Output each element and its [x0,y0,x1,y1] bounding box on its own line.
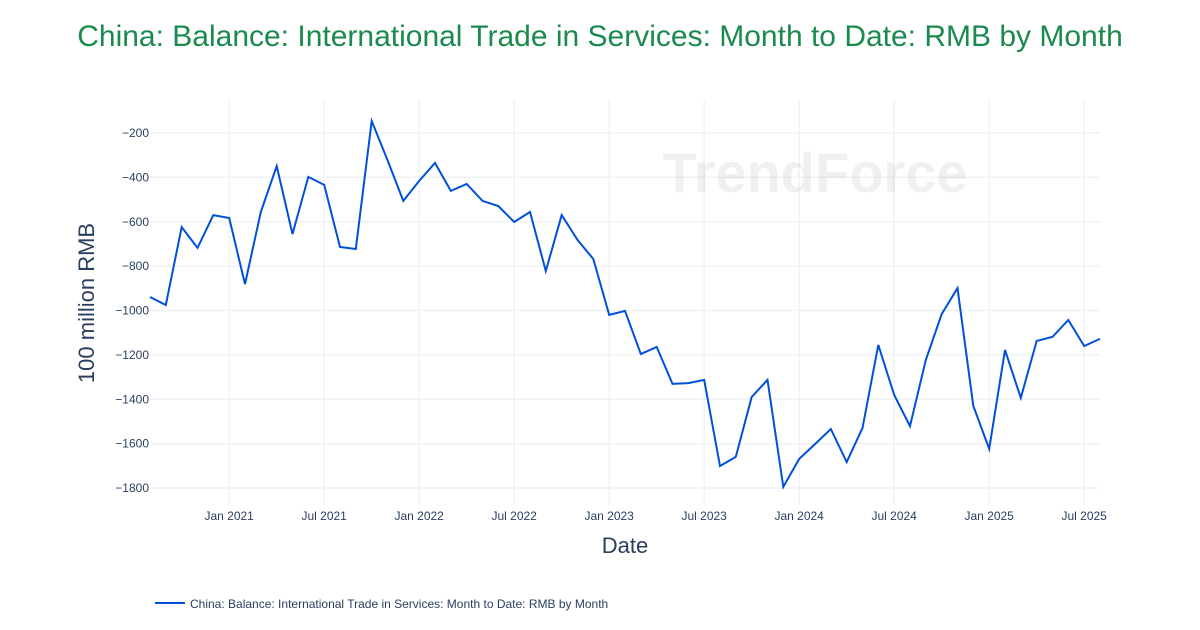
y-tick-label: −800 [122,259,149,273]
x-tick-label: Jan 2021 [204,509,254,523]
y-tick-label: −400 [122,170,149,184]
x-tick-label: Jul 2023 [681,509,727,523]
chart-title: China: Balance: International Trade in S… [77,20,1123,53]
watermark-logo: TrendForce [663,141,968,204]
y-tick-label: −600 [122,215,149,229]
y-axis-ticks: −200 −400 −600 −800 −1000 −1200 −1400 −1600 −180… [115,126,149,495]
y-tick-label: −1800 [115,481,149,495]
x-tick-label: Jul 2021 [301,509,347,523]
y-tick-label: −200 [122,126,149,140]
x-tick-label: Jan 2022 [394,509,444,523]
y-axis-title: 100 million RMB [74,223,99,383]
series-line [149,117,1101,490]
y-tick-label: −1000 [115,304,149,318]
x-tick-label: Jul 2022 [491,509,537,523]
x-axis-title: Date [602,533,648,558]
x-tick-label: Jul 2024 [871,509,917,523]
x-tick-label: Jan 2024 [774,509,824,523]
y-tick-label: −1200 [115,348,149,362]
x-axis-ticks: Jan 2021 Jul 2021 Jan 2022 Jul 2022 Jan 2023… [204,509,1107,523]
grid [150,100,1100,505]
y-tick-label: −1600 [115,437,149,451]
y-tick-label: −1400 [115,392,149,406]
x-tick-label: Jan 2025 [964,509,1014,523]
legend-label: China: Balance: International Trade in S… [190,597,608,611]
x-tick-label: Jan 2023 [584,509,634,523]
legend-item[interactable]: China: Balance: International Trade in S… [155,597,608,611]
x-tick-label: Jul 2025 [1061,509,1107,523]
